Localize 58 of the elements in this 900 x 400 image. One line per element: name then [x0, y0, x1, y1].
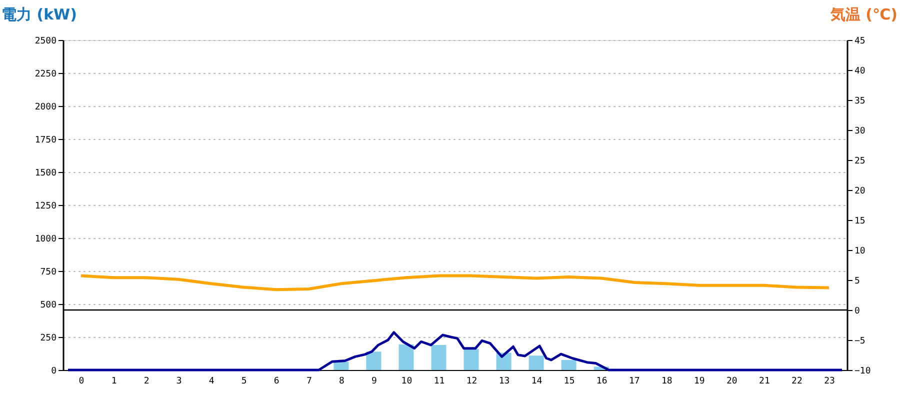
y2-tick-label: 15: [854, 216, 866, 226]
x-tick-label: 20: [726, 376, 738, 386]
x-tick-label: 11: [434, 376, 445, 386]
x-tick-label: 4: [208, 376, 214, 386]
x-tick-label: 2: [144, 376, 150, 386]
y2-tick-label: 40: [854, 66, 866, 76]
x-tick-label: 18: [661, 376, 672, 386]
x-tick-label: 16: [596, 376, 608, 386]
y-axis-title: 電力 (kW): [2, 6, 77, 24]
x-tick-label: 22: [792, 376, 802, 386]
x-tick-label: 12: [466, 376, 478, 386]
y-tick-label: 2500: [34, 36, 56, 46]
bar: [464, 349, 479, 370]
y2-tick-label: 25: [854, 156, 866, 166]
y2-tick-label: 30: [854, 126, 866, 136]
x-tick-label: 1: [111, 376, 117, 386]
x-tick-label: 8: [338, 376, 344, 386]
x-tick-label: 21: [759, 376, 770, 386]
y2-tick-label: 10: [854, 246, 866, 256]
y-tick-label: 2250: [34, 70, 56, 80]
x-tick-label: 13: [498, 376, 510, 386]
x-tick-label: 10: [401, 376, 412, 386]
y-tick-label: 2000: [34, 102, 56, 112]
y2-tick-label: 45: [854, 36, 866, 46]
bar: [398, 344, 414, 370]
x-tick-label: 23: [824, 376, 835, 386]
y-tick-label: 1500: [34, 168, 56, 178]
y2-tick-label: 5: [854, 276, 860, 286]
x-tick-label: 6: [274, 376, 280, 386]
x-tick-label: 9: [371, 376, 377, 386]
x-tick-label: 7: [306, 376, 312, 386]
y-tick-label: 1750: [34, 136, 56, 146]
y2-tick-label: −10: [854, 366, 871, 376]
y2-tick-label: 0: [854, 306, 860, 316]
bar: [431, 345, 446, 370]
bar: [528, 356, 544, 370]
x-tick-label: 0: [78, 376, 84, 386]
x-tick-label: 15: [564, 376, 575, 386]
y-tick-label: 250: [40, 334, 56, 344]
y2-axis-title: 気温 (℃): [829, 6, 898, 24]
y-tick-label: 500: [40, 300, 56, 310]
bar: [366, 352, 382, 370]
x-tick-label: 3: [176, 376, 182, 386]
y-tick-label: 750: [40, 268, 56, 278]
y-tick-label: 1000: [34, 234, 56, 244]
y2-tick-label: −5: [854, 336, 866, 346]
y2-tick-label: 35: [854, 96, 866, 106]
line-series: [80, 274, 830, 292]
bar: [561, 360, 576, 370]
y-tick-label: 1250: [34, 202, 56, 212]
x-tick-label: 19: [694, 376, 705, 386]
x-tick-label: 14: [531, 376, 542, 386]
line-series: [66, 331, 844, 372]
y2-tick-label: 20: [854, 186, 866, 196]
x-tick-label: 17: [628, 376, 640, 386]
y-tick-label: 0: [51, 366, 56, 376]
x-tick-label: 5: [241, 376, 247, 386]
bar: [334, 362, 349, 370]
